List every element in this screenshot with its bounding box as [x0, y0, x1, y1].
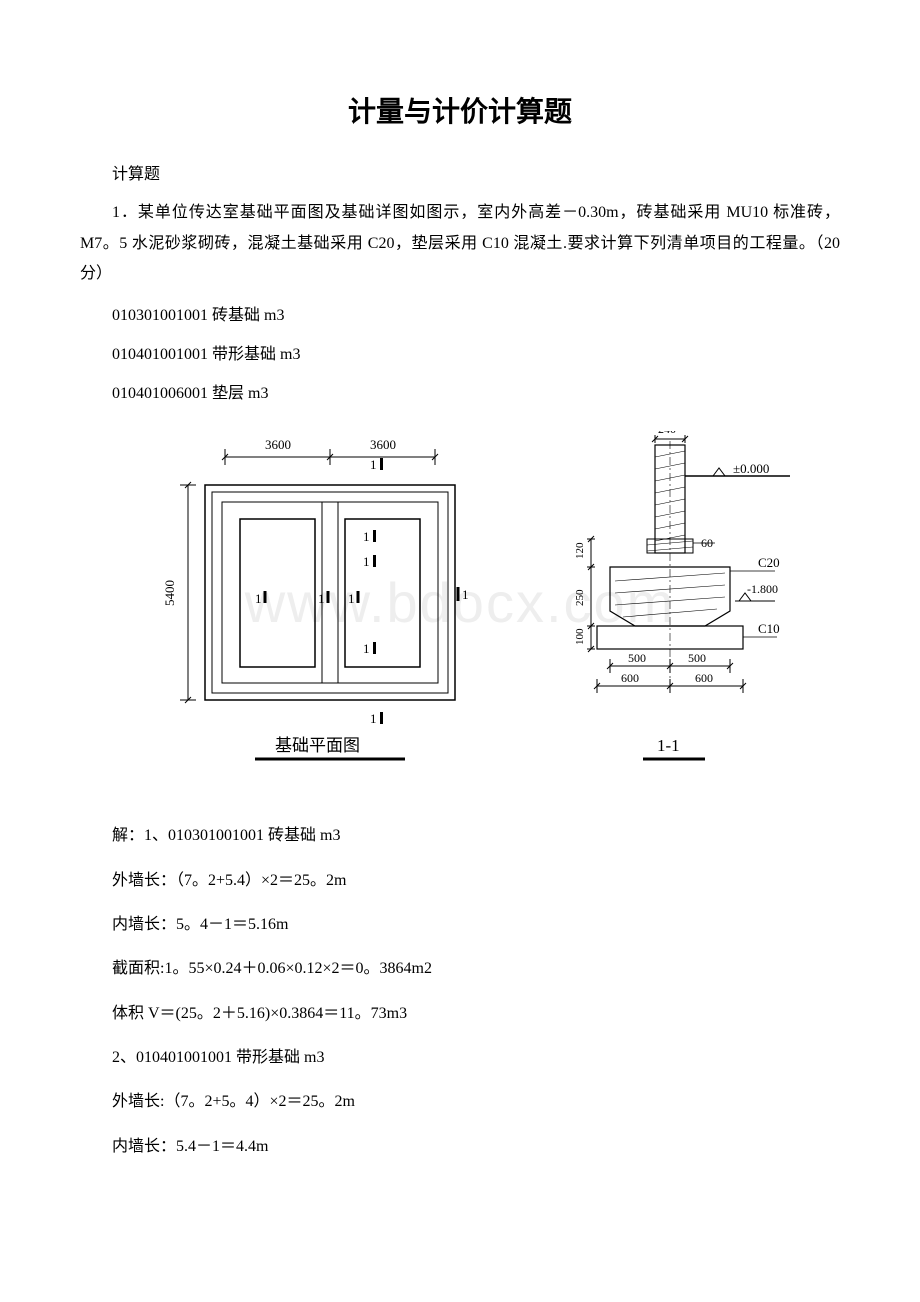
label-c10: C10	[758, 621, 780, 636]
solution-line: 截面积:1。55×0.24＋0.06×0.12×2＝0。3864m2	[80, 954, 840, 984]
solution-block: 解：1、010301001001 砖基础 m3 外墙长：（7。2+5.4）×2＝…	[80, 821, 840, 1162]
dim-h2: 250	[574, 589, 586, 606]
section-mark: 1	[318, 591, 325, 606]
dim-600r: 600	[695, 671, 713, 685]
section-heading: 计算题	[80, 160, 840, 190]
dim-500l: 500	[628, 651, 646, 665]
dim-600l: 600	[621, 671, 639, 685]
section-view: 240	[574, 431, 790, 759]
bill-item: 010401006001 垫层 m3	[80, 376, 840, 411]
section-mark: 1	[363, 529, 370, 544]
dim-h3: 100	[574, 628, 586, 645]
solution-line: 内墙长：5。4－1＝5.16m	[80, 910, 840, 940]
figure-container: 3600 3600 1	[80, 431, 840, 791]
bill-item: 010401001001 带形基础 m3	[80, 337, 840, 372]
section-mark: 1	[255, 591, 262, 606]
solution-line: 体积 V＝(25。2＋5.16)×0.3864＝11。73m3	[80, 999, 840, 1029]
dim-h1: 120	[574, 542, 586, 559]
section-mark: 1	[363, 554, 370, 569]
solution-line: 外墙长：（7。2+5.4）×2＝25。2m	[80, 866, 840, 896]
section-mark: 1	[363, 641, 370, 656]
solution-line: 内墙长：5.4－1＝4.4m	[80, 1132, 840, 1162]
dim-left: 5400	[162, 580, 177, 606]
section-caption: 1-1	[657, 736, 680, 755]
problem-intro: 1．某单位传达室基础平面图及基础详图如图示，室内外高差－0.30m，砖基础采用 …	[80, 198, 840, 289]
dim-500r: 500	[688, 651, 706, 665]
dim-top-right: 3600	[370, 437, 396, 452]
section-mark: 1	[462, 587, 469, 602]
dim-top-left: 3600	[265, 437, 291, 452]
page-title: 计量与计价计算题	[80, 90, 840, 130]
base-level: -1.800	[747, 582, 778, 596]
foundation-figure: 3600 3600 1	[120, 431, 800, 791]
section-mark: 1	[370, 711, 377, 726]
solution-line: 2、010401001001 带形基础 m3	[80, 1043, 840, 1073]
ground-level: ±0.000	[733, 461, 769, 476]
label-c20: C20	[758, 555, 780, 570]
solution-line: 解：1、010301001001 砖基础 m3	[80, 821, 840, 851]
section-mark: 1	[370, 457, 377, 472]
solution-line: 外墙长:（7。2+5。4）×2＝25。2m	[80, 1087, 840, 1117]
bill-item: 010301001001 砖基础 m3	[80, 298, 840, 333]
dim-wall-width: 240	[658, 431, 676, 436]
plan-caption: 基础平面图	[275, 736, 360, 755]
section-mark: 1	[348, 591, 355, 606]
plan-view: 3600 3600 1	[162, 437, 469, 759]
